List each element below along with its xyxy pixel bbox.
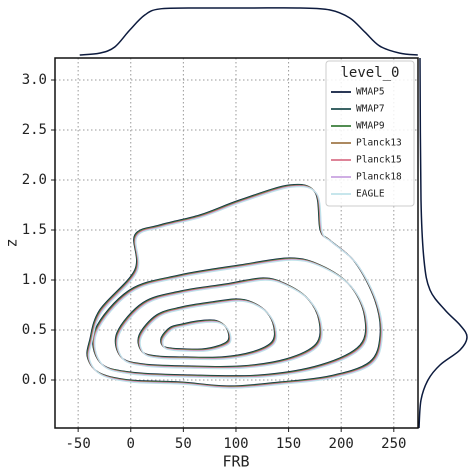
x-marginal-density bbox=[79, 7, 418, 56]
plot-frame bbox=[54, 57, 419, 429]
legend-label: EAGLE bbox=[356, 189, 385, 200]
x-tick-label: 0 bbox=[127, 436, 135, 452]
x-axis-label: FRB bbox=[222, 453, 249, 471]
y-tick-label: 0.0 bbox=[22, 372, 47, 388]
y-tick-label: 2.5 bbox=[22, 122, 47, 138]
y-tick-label: 1.0 bbox=[22, 272, 47, 288]
x-tick-label: 200 bbox=[329, 436, 354, 452]
legend-label: Planck18 bbox=[356, 172, 402, 183]
legend-label: Planck15 bbox=[356, 155, 402, 166]
legend-label: WMAP9 bbox=[356, 121, 385, 132]
x-tick-label: -50 bbox=[65, 436, 90, 452]
contour-line bbox=[88, 185, 384, 389]
y-marginal-density bbox=[418, 57, 468, 429]
contour-line bbox=[93, 258, 368, 378]
legend-label: Planck13 bbox=[356, 138, 402, 149]
y-tick-label: 0.5 bbox=[22, 322, 47, 338]
contour-line bbox=[139, 300, 278, 361]
contour-line bbox=[162, 321, 232, 352]
x-tick-label: 150 bbox=[276, 436, 301, 452]
x-tick-label: 250 bbox=[381, 436, 406, 452]
y-axis-label: z bbox=[3, 238, 21, 247]
contour-line bbox=[94, 259, 369, 379]
legend-title: level_0 bbox=[340, 65, 399, 81]
y-tick-label: 2.0 bbox=[22, 172, 47, 188]
legend-box bbox=[325, 60, 415, 207]
x-tick-label: 50 bbox=[175, 436, 192, 452]
legend-label: WMAP5 bbox=[356, 87, 385, 98]
x-tick-label: 100 bbox=[223, 436, 248, 452]
contour-line bbox=[116, 279, 323, 370]
y-tick-label: 1.5 bbox=[22, 222, 47, 238]
legend-label: WMAP7 bbox=[356, 104, 385, 115]
y-tick-label: 3.0 bbox=[22, 72, 47, 88]
contour-line bbox=[93, 259, 369, 379]
